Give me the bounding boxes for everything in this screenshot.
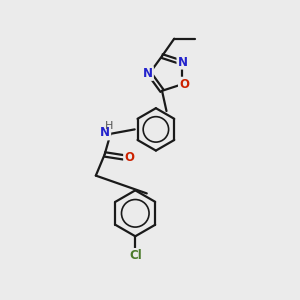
Text: N: N [177,56,188,69]
Text: N: N [143,67,153,80]
Text: O: O [179,78,189,91]
Text: Cl: Cl [129,249,142,262]
Text: H: H [105,122,113,131]
Text: N: N [100,126,110,140]
Text: O: O [124,151,134,164]
